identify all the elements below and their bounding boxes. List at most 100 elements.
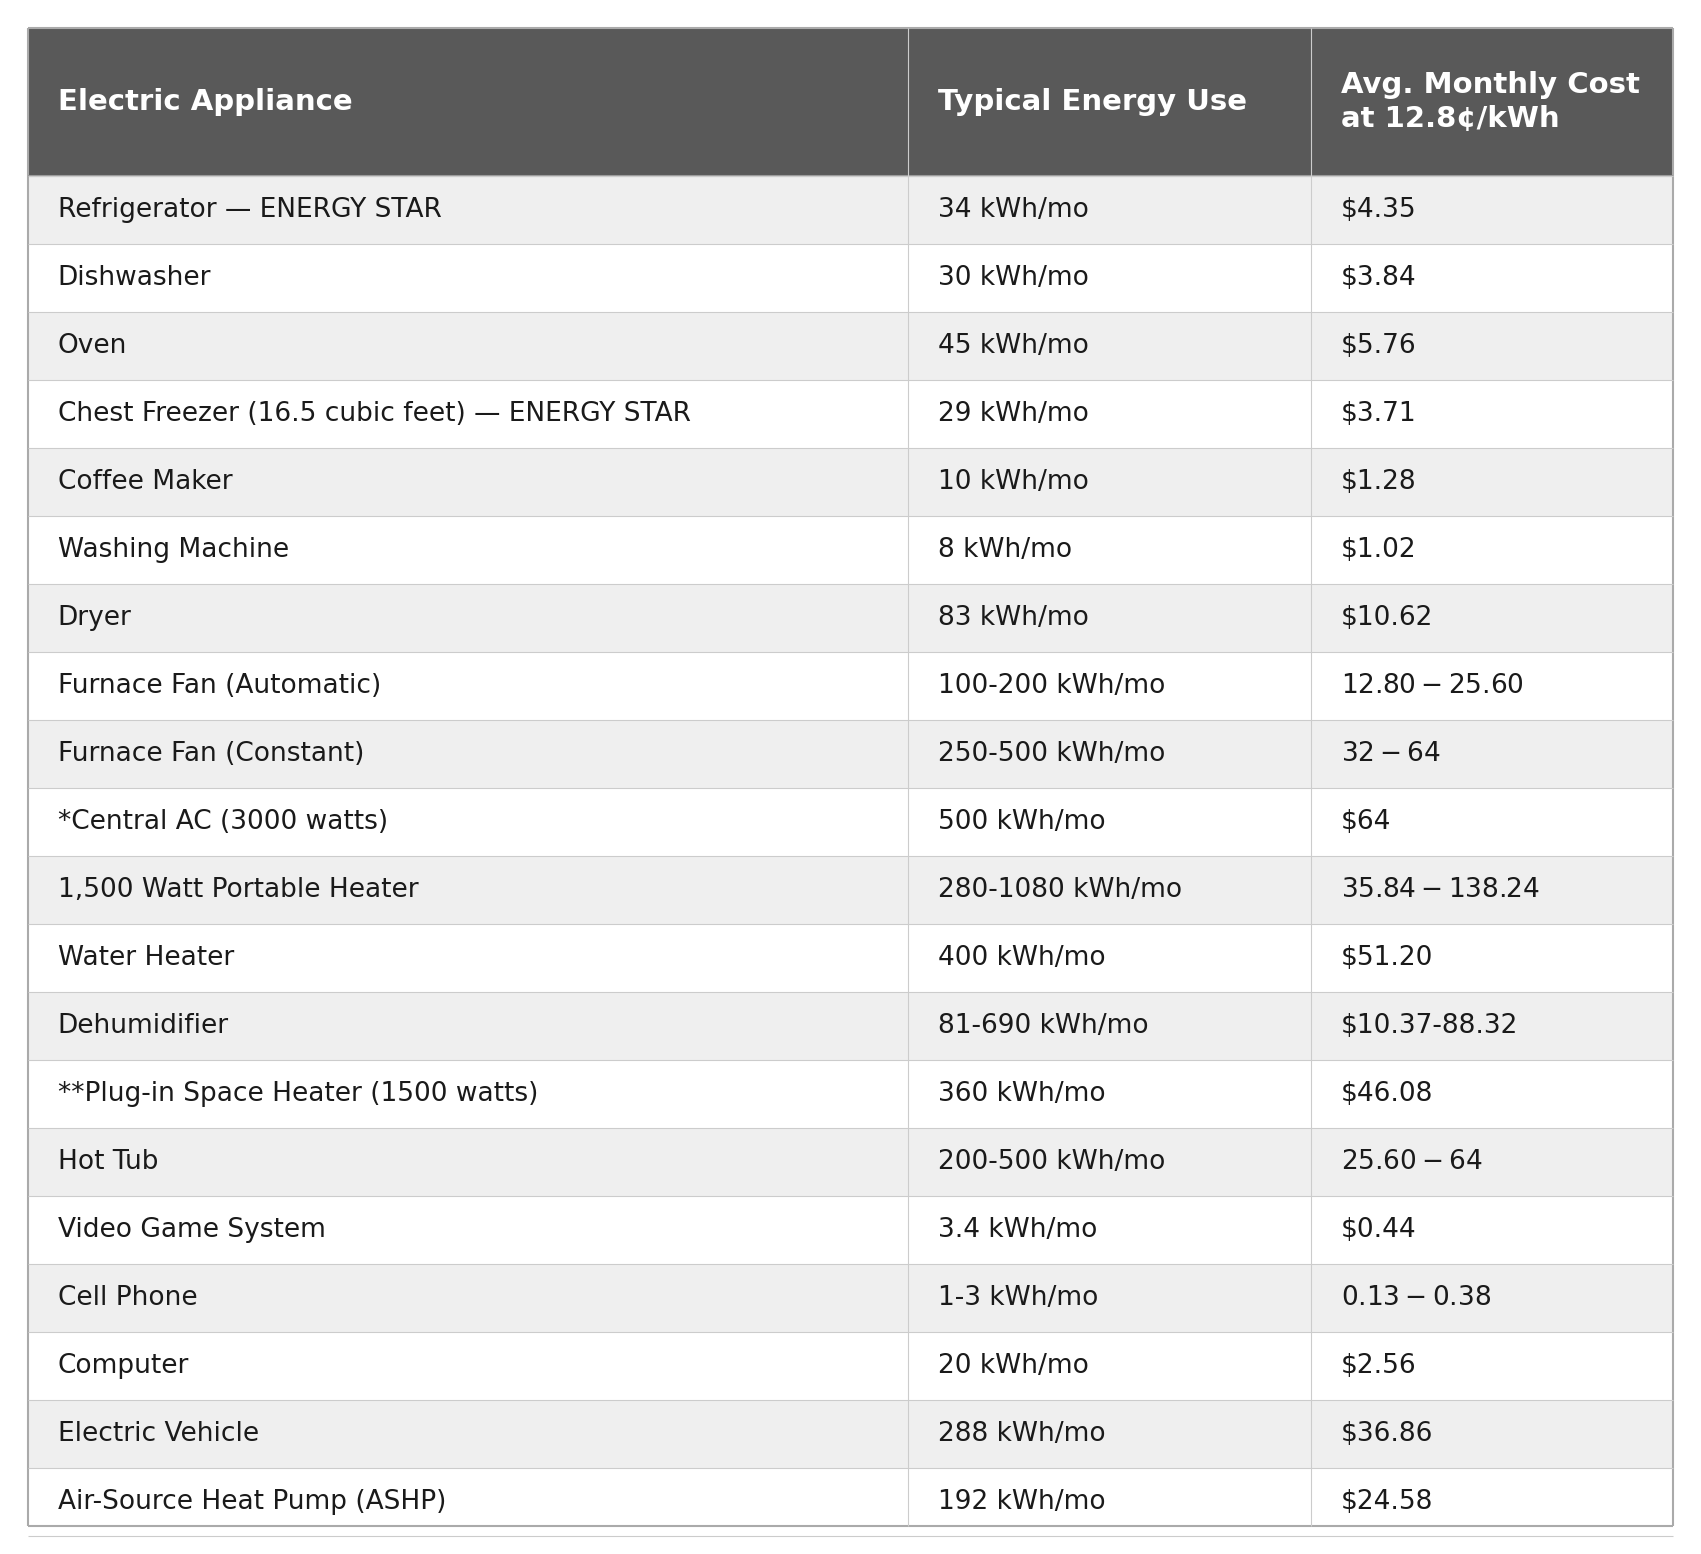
- Text: $35.84-$138.24: $35.84-$138.24: [1340, 876, 1539, 903]
- Text: $1.28: $1.28: [1340, 469, 1417, 496]
- Text: Electric Appliance: Electric Appliance: [58, 89, 352, 117]
- Text: 192 kWh/mo: 192 kWh/mo: [937, 1489, 1106, 1515]
- Text: Electric Vehicle: Electric Vehicle: [58, 1420, 259, 1447]
- Text: Dishwasher: Dishwasher: [58, 266, 211, 291]
- Bar: [908, 381, 1311, 448]
- Text: Typical Energy Use: Typical Energy Use: [937, 89, 1247, 117]
- Text: Dryer: Dryer: [58, 605, 131, 631]
- Bar: [1311, 448, 1674, 516]
- Text: Dehumidifier: Dehumidifier: [58, 1013, 228, 1040]
- Text: $12.80-$25.60: $12.80-$25.60: [1340, 673, 1524, 699]
- Bar: [908, 312, 1311, 381]
- Text: 29 kWh/mo: 29 kWh/mo: [937, 401, 1089, 427]
- Bar: [27, 653, 908, 720]
- Bar: [1311, 788, 1674, 856]
- Text: 81-690 kWh/mo: 81-690 kWh/mo: [937, 1013, 1148, 1040]
- Bar: [1311, 1263, 1674, 1332]
- Bar: [1311, 1469, 1674, 1535]
- Bar: [27, 1197, 908, 1263]
- Bar: [908, 176, 1311, 244]
- Bar: [1311, 720, 1674, 788]
- Text: Hot Tub: Hot Tub: [58, 1148, 158, 1175]
- Bar: [1311, 1060, 1674, 1128]
- Bar: [27, 584, 908, 653]
- Bar: [1311, 312, 1674, 381]
- Bar: [27, 1400, 908, 1469]
- Bar: [908, 1060, 1311, 1128]
- Bar: [908, 1332, 1311, 1400]
- Text: Oven: Oven: [58, 333, 128, 359]
- Bar: [27, 925, 908, 991]
- Text: $5.76: $5.76: [1340, 333, 1417, 359]
- Bar: [1311, 244, 1674, 312]
- Bar: [908, 1469, 1311, 1535]
- Text: 30 kWh/mo: 30 kWh/mo: [937, 266, 1089, 291]
- Text: **Plug-in Space Heater (1500 watts): **Plug-in Space Heater (1500 watts): [58, 1082, 538, 1106]
- Bar: [27, 856, 908, 925]
- Bar: [1311, 1332, 1674, 1400]
- Bar: [908, 28, 1311, 176]
- Text: Chest Freezer (16.5 cubic feet) — ENERGY STAR: Chest Freezer (16.5 cubic feet) — ENERGY…: [58, 401, 691, 427]
- Text: Computer: Computer: [58, 1354, 189, 1378]
- Bar: [1311, 584, 1674, 653]
- Text: *Central AC (3000 watts): *Central AC (3000 watts): [58, 810, 388, 834]
- Bar: [27, 381, 908, 448]
- Bar: [908, 1128, 1311, 1197]
- Bar: [1311, 1197, 1674, 1263]
- Bar: [27, 516, 908, 584]
- Text: 400 kWh/mo: 400 kWh/mo: [937, 945, 1106, 971]
- Bar: [908, 991, 1311, 1060]
- Text: $36.86: $36.86: [1340, 1420, 1432, 1447]
- Text: 500 kWh/mo: 500 kWh/mo: [937, 810, 1106, 834]
- Bar: [1311, 28, 1674, 176]
- Bar: [27, 720, 908, 788]
- Bar: [1311, 1400, 1674, 1469]
- Text: Furnace Fan (Constant): Furnace Fan (Constant): [58, 741, 364, 768]
- Bar: [27, 991, 908, 1060]
- Bar: [908, 584, 1311, 653]
- Text: $4.35: $4.35: [1340, 197, 1417, 224]
- Bar: [27, 176, 908, 244]
- Text: 1-3 kWh/mo: 1-3 kWh/mo: [937, 1285, 1099, 1312]
- Bar: [908, 516, 1311, 584]
- Text: $0.44: $0.44: [1340, 1217, 1417, 1243]
- Text: Air-Source Heat Pump (ASHP): Air-Source Heat Pump (ASHP): [58, 1489, 446, 1515]
- Text: $51.20: $51.20: [1340, 945, 1432, 971]
- Text: $46.08: $46.08: [1340, 1082, 1432, 1106]
- Text: Refrigerator — ENERGY STAR: Refrigerator — ENERGY STAR: [58, 197, 442, 224]
- Text: 45 kWh/mo: 45 kWh/mo: [937, 333, 1089, 359]
- Text: Washing Machine: Washing Machine: [58, 538, 289, 563]
- Text: 200-500 kWh/mo: 200-500 kWh/mo: [937, 1148, 1165, 1175]
- Bar: [27, 28, 908, 176]
- Text: 1,500 Watt Portable Heater: 1,500 Watt Portable Heater: [58, 876, 418, 903]
- Text: $25.60-$64: $25.60-$64: [1340, 1148, 1483, 1175]
- Text: $1.02: $1.02: [1340, 538, 1417, 563]
- Bar: [908, 1263, 1311, 1332]
- Text: 83 kWh/mo: 83 kWh/mo: [937, 605, 1089, 631]
- Text: $3.84: $3.84: [1340, 266, 1417, 291]
- Bar: [27, 1332, 908, 1400]
- Bar: [1311, 176, 1674, 244]
- Bar: [908, 720, 1311, 788]
- Text: 34 kWh/mo: 34 kWh/mo: [937, 197, 1089, 224]
- Bar: [27, 1060, 908, 1128]
- Text: $64: $64: [1340, 810, 1391, 834]
- Bar: [1311, 991, 1674, 1060]
- Bar: [27, 1128, 908, 1197]
- Bar: [908, 856, 1311, 925]
- Text: $10.37-88.32: $10.37-88.32: [1340, 1013, 1517, 1040]
- Bar: [27, 1469, 908, 1535]
- Text: 360 kWh/mo: 360 kWh/mo: [937, 1082, 1106, 1106]
- Text: 250-500 kWh/mo: 250-500 kWh/mo: [937, 741, 1165, 768]
- Text: $0.13-$0.38: $0.13-$0.38: [1340, 1285, 1490, 1312]
- Bar: [908, 244, 1311, 312]
- Text: $3.71: $3.71: [1340, 401, 1417, 427]
- Bar: [1311, 1128, 1674, 1197]
- Text: Cell Phone: Cell Phone: [58, 1285, 197, 1312]
- Text: 3.4 kWh/mo: 3.4 kWh/mo: [937, 1217, 1097, 1243]
- Text: $2.56: $2.56: [1340, 1354, 1417, 1378]
- Bar: [27, 312, 908, 381]
- Text: Water Heater: Water Heater: [58, 945, 233, 971]
- Text: $10.62: $10.62: [1340, 605, 1432, 631]
- Bar: [1311, 516, 1674, 584]
